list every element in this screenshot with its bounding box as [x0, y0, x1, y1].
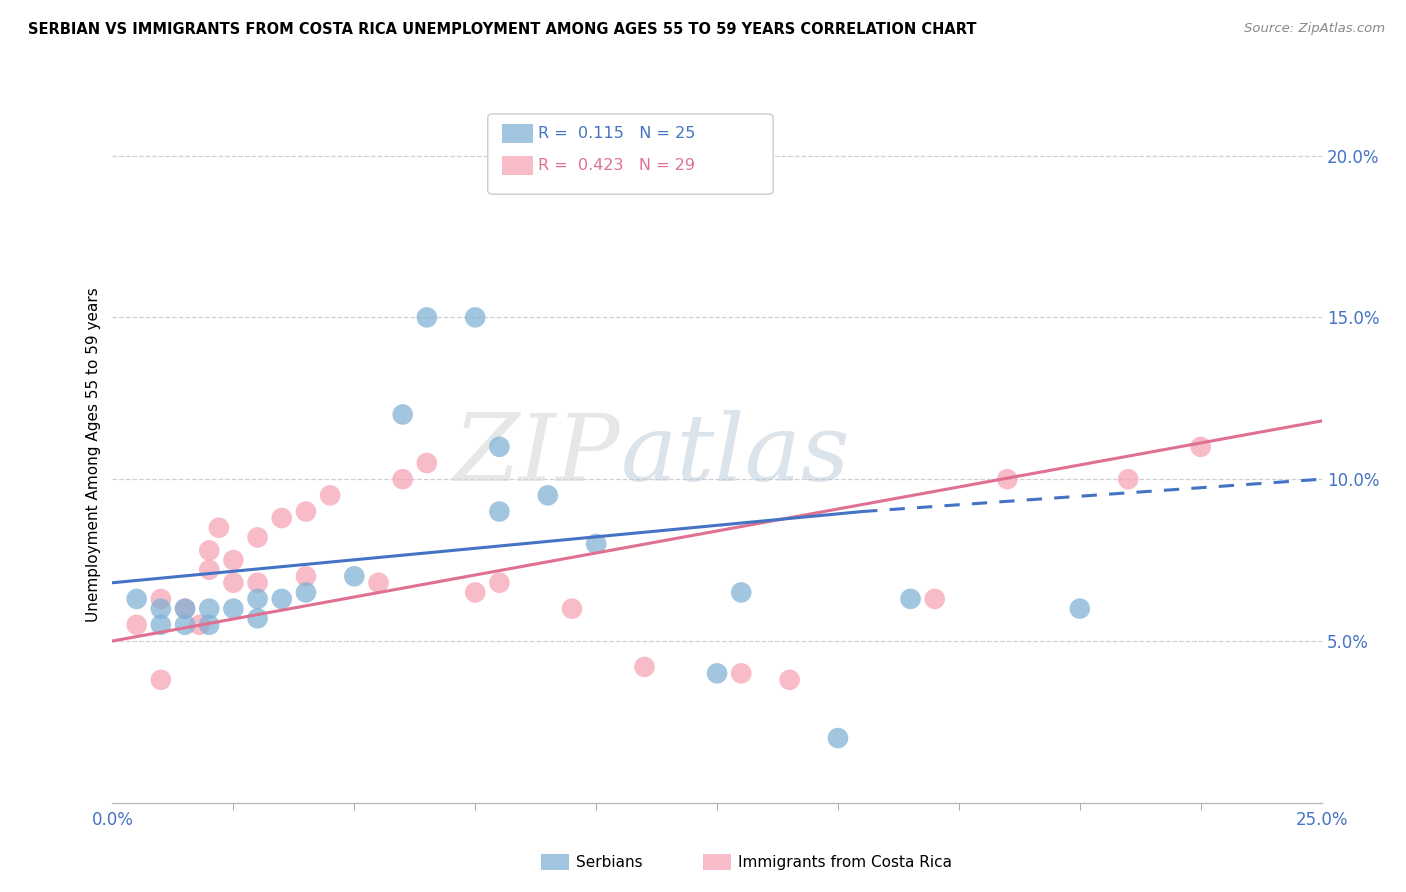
Point — [149, 601, 172, 615]
Text: Immigrants from Costa Rica: Immigrants from Costa Rica — [738, 855, 952, 870]
Point — [488, 440, 510, 454]
Point — [125, 591, 148, 606]
Point — [149, 591, 172, 606]
Point — [561, 601, 583, 615]
Y-axis label: Unemployment Among Ages 55 to 59 years: Unemployment Among Ages 55 to 59 years — [86, 287, 101, 623]
Point — [174, 601, 197, 615]
Point — [633, 660, 655, 674]
Point — [464, 585, 486, 599]
Point — [1189, 440, 1212, 454]
Point — [174, 601, 197, 615]
Point — [1116, 472, 1139, 486]
Point — [270, 591, 292, 606]
Point — [585, 537, 607, 551]
Point — [149, 673, 172, 687]
Point — [488, 575, 510, 590]
Point — [995, 472, 1018, 486]
Point — [416, 310, 439, 325]
Point — [900, 591, 922, 606]
Point — [198, 617, 221, 632]
Point — [295, 585, 318, 599]
Point — [125, 617, 148, 632]
Point — [343, 569, 366, 583]
Point — [827, 731, 849, 745]
Point — [319, 488, 342, 502]
Point — [174, 617, 197, 632]
Point — [188, 617, 211, 632]
Text: Source: ZipAtlas.com: Source: ZipAtlas.com — [1244, 22, 1385, 36]
Point — [367, 575, 389, 590]
Point — [779, 673, 801, 687]
Point — [730, 585, 752, 599]
Point — [924, 591, 946, 606]
Point — [1069, 601, 1091, 615]
Point — [246, 611, 269, 625]
Point — [222, 575, 245, 590]
Point — [488, 504, 510, 518]
Point — [198, 601, 221, 615]
Point — [464, 310, 486, 325]
Point — [270, 511, 292, 525]
Point — [222, 553, 245, 567]
Point — [246, 575, 269, 590]
Text: SERBIAN VS IMMIGRANTS FROM COSTA RICA UNEMPLOYMENT AMONG AGES 55 TO 59 YEARS COR: SERBIAN VS IMMIGRANTS FROM COSTA RICA UN… — [28, 22, 977, 37]
Point — [295, 504, 318, 518]
Point — [246, 591, 269, 606]
Point — [208, 521, 231, 535]
Text: Serbians: Serbians — [576, 855, 643, 870]
Point — [706, 666, 728, 681]
Point — [537, 488, 560, 502]
Point — [391, 472, 413, 486]
Point — [149, 617, 172, 632]
Point — [198, 543, 221, 558]
Point — [391, 408, 413, 422]
Point — [198, 563, 221, 577]
Text: ZIP: ZIP — [454, 410, 620, 500]
Point — [246, 531, 269, 545]
Point — [222, 601, 245, 615]
Point — [730, 666, 752, 681]
Point — [416, 456, 439, 470]
Text: atlas: atlas — [620, 410, 849, 500]
Point — [295, 569, 318, 583]
Text: R =  0.115   N = 25: R = 0.115 N = 25 — [538, 126, 696, 141]
Text: R =  0.423   N = 29: R = 0.423 N = 29 — [538, 158, 696, 173]
